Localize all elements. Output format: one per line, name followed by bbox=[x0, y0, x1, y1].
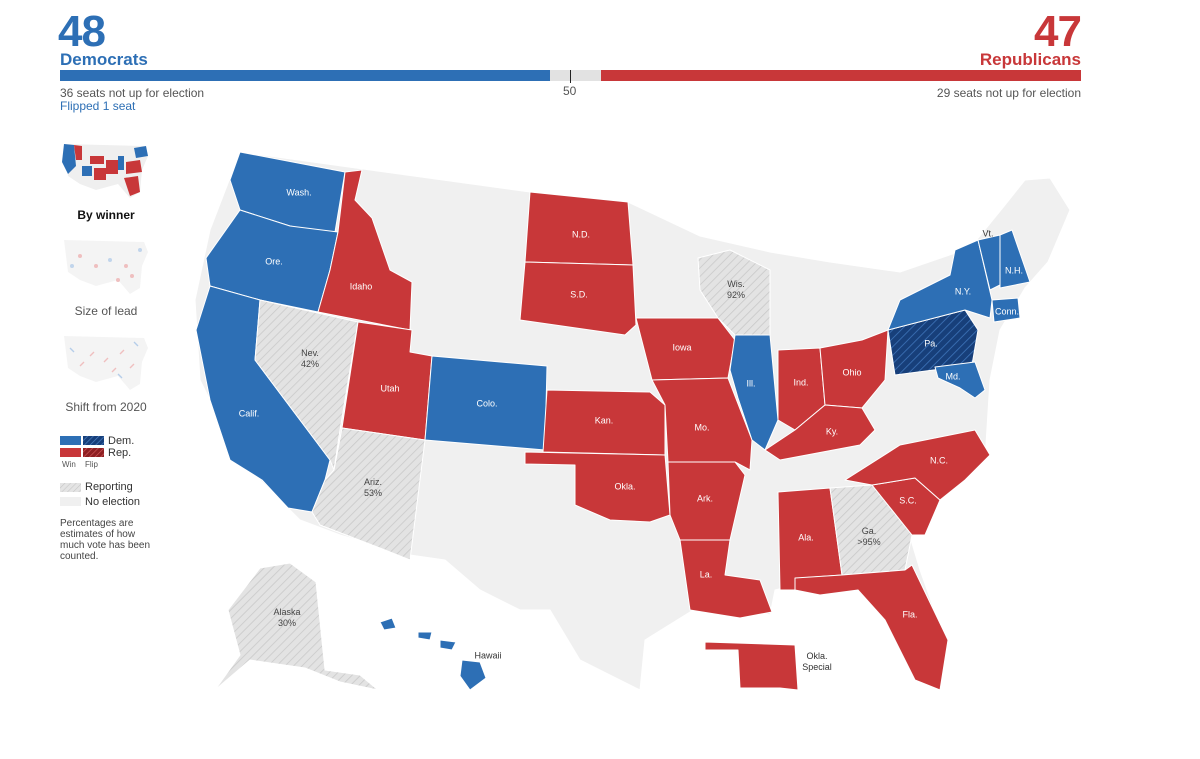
state-md[interactable] bbox=[934, 361, 986, 399]
state-nh[interactable] bbox=[999, 229, 1031, 289]
dem-party-label: Democrats bbox=[60, 50, 148, 69]
state-ariz[interactable] bbox=[311, 427, 426, 561]
state-fla[interactable] bbox=[794, 564, 949, 691]
dem-not-up-note: 36 seats not up for election bbox=[60, 86, 205, 100]
dem-seat-count: 48 bbox=[58, 7, 106, 56]
state-la[interactable] bbox=[679, 539, 773, 619]
majority-marker bbox=[570, 70, 571, 83]
state-hawaii[interactable] bbox=[379, 617, 487, 691]
legend-swatches bbox=[60, 436, 104, 457]
state-mo[interactable] bbox=[651, 377, 753, 471]
dem-seat-bar bbox=[60, 70, 550, 81]
legend-dem-flip-swatch bbox=[83, 436, 104, 445]
legend-reporting-label: Reporting bbox=[85, 481, 133, 493]
legend-dem-win-swatch bbox=[60, 436, 81, 445]
rep-party-label: Republicans bbox=[979, 50, 1081, 69]
legend-rep-flip-swatch bbox=[83, 448, 104, 457]
legend-rep-win-swatch bbox=[60, 448, 81, 457]
legend-no-election-swatch bbox=[60, 497, 81, 506]
legend-win-label: Win bbox=[62, 460, 76, 469]
state-alaska[interactable] bbox=[214, 562, 379, 691]
uncalled-seat-bar bbox=[550, 70, 601, 81]
legend-no-election-label: No election bbox=[85, 496, 141, 508]
majority-label: 50 bbox=[563, 84, 577, 98]
legend-rep-label: Rep. bbox=[108, 447, 132, 459]
rep-seat-count: 47 bbox=[1034, 7, 1082, 56]
state-sd[interactable] bbox=[519, 261, 637, 336]
seat-balance-bar bbox=[60, 70, 1081, 83]
legend-status-swatches bbox=[60, 483, 81, 506]
state-wis[interactable] bbox=[697, 249, 771, 336]
rep-not-up-note: 29 seats not up for election bbox=[936, 86, 1081, 100]
view-by-winner-thumbnail[interactable] bbox=[60, 140, 152, 202]
state-nc[interactable] bbox=[844, 429, 991, 501]
view-shift-from-2020-label[interactable]: Shift from 2020 bbox=[65, 400, 147, 414]
state-iowa[interactable] bbox=[635, 317, 736, 381]
state-conn[interactable] bbox=[991, 297, 1021, 323]
legend-note: Percentages are estimates of how much vo… bbox=[60, 518, 151, 562]
legend-flip-label: Flip bbox=[85, 460, 98, 469]
state-okla-special[interactable] bbox=[704, 641, 799, 691]
state-kan[interactable] bbox=[542, 389, 666, 456]
state-ga[interactable] bbox=[829, 484, 913, 576]
dem-flipped-note: Flipped 1 seat bbox=[60, 99, 136, 113]
state-ill[interactable] bbox=[729, 334, 779, 451]
state-ky[interactable] bbox=[764, 404, 876, 461]
view-size-of-lead-thumbnail[interactable] bbox=[60, 236, 152, 298]
view-by-winner-label[interactable]: By winner bbox=[77, 208, 135, 222]
state-nd[interactable] bbox=[524, 191, 634, 266]
view-size-of-lead-label[interactable]: Size of lead bbox=[74, 304, 138, 318]
legend-dem-label: Dem. bbox=[108, 435, 135, 447]
state-okla[interactable] bbox=[524, 451, 671, 523]
state-idaho[interactable] bbox=[317, 169, 413, 331]
view-shift-from-2020-thumbnail[interactable] bbox=[60, 332, 152, 394]
rep-seat-bar bbox=[601, 70, 1081, 81]
legend-reporting-swatch bbox=[60, 483, 81, 492]
state-colo[interactable] bbox=[424, 355, 548, 451]
